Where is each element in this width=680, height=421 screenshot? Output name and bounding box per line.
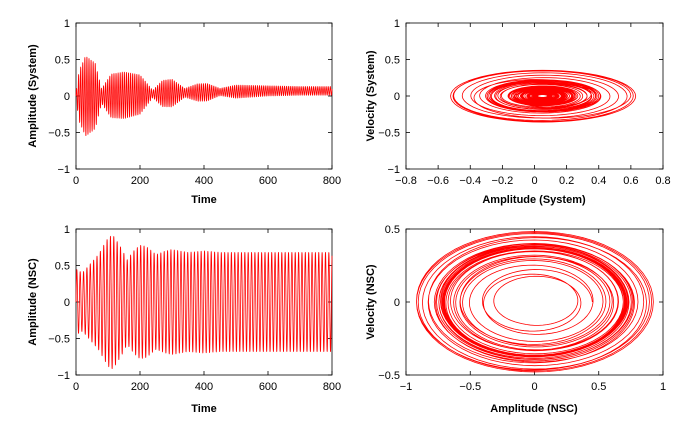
tick-marks	[405, 228, 664, 376]
y-tick-label: 0.5	[385, 55, 400, 67]
panel-nsc-phase: −1 −0.5 0 0.5 1−0.500.5 Amplitude (NSC) Velo…	[365, 224, 666, 415]
tick-labels: −0.8 −0.6 −0.4 −0.2 0 0.2 0.4 0.6 0.8 −1 −0.5 0 0.5 1	[378, 18, 670, 187]
y-tick-label: 1	[64, 18, 70, 30]
x-tick-label: −0.4	[459, 175, 481, 187]
x-tick-label: 1	[660, 381, 666, 393]
x-tick-label: 600	[259, 175, 277, 187]
data-line	[416, 231, 654, 373]
x-tick-label: 0	[531, 175, 537, 187]
tick-labels: 0 200 400 600 800 −1 −0.5 0 0.5 1	[48, 18, 341, 187]
y-tick-label: −1	[57, 370, 70, 382]
panel-system-phase: −0.8 −0.6 −0.4 −0.2 0 0.2 0.4 0.6 0.8 −1 −0.5 0 0.5 1…	[365, 18, 671, 206]
x-tick-label: 0.5	[591, 381, 606, 393]
y-tick-label: −0.5	[48, 334, 70, 346]
y-tick-label: 0	[64, 91, 70, 103]
x-tick-label: 0	[531, 381, 537, 393]
y-tick-label: −1	[57, 164, 70, 176]
tick-labels: 0 200 400 600 800 −1 −0.5 0 0.5 1	[48, 224, 341, 393]
y-tick-label: 0.5	[385, 224, 400, 236]
x-tick-label: 0.4	[591, 175, 606, 187]
y-tick-label: 0	[394, 91, 400, 103]
panel-system-time: 0 200 400 600 800 −1 −0.5 0 0.5 1 Time Amplitude …	[27, 18, 341, 206]
y-tick-label: 0.5	[55, 261, 70, 273]
data-line	[450, 69, 637, 123]
x-tick-label: 0	[73, 175, 79, 187]
tick-labels: −1 −0.5 0 0.5 1−0.500.5	[378, 224, 666, 393]
x-axis-label: Time	[191, 194, 216, 206]
x-tick-label: 800	[323, 381, 341, 393]
x-tick-label: 400	[195, 381, 213, 393]
x-tick-label: 600	[259, 381, 277, 393]
y-axis-label: Velocity (NSC)	[365, 264, 377, 340]
y-axis-label: Amplitude (System)	[27, 44, 39, 148]
y-tick-label: −0.5	[378, 128, 400, 140]
x-tick-label: −1	[400, 381, 413, 393]
tick-marks	[405, 22, 664, 170]
y-tick-label: 1	[64, 224, 70, 236]
y-tick-label: −0.5	[378, 370, 400, 382]
x-axis-label: Time	[191, 403, 216, 415]
x-tick-label: −0.6	[427, 175, 449, 187]
data-line	[75, 235, 333, 369]
x-tick-label: 200	[131, 381, 149, 393]
panel-nsc-time: 0 200 400 600 800 −1 −0.5 0 0.5 1 Time Amplitude …	[27, 224, 341, 415]
x-axis-label: Amplitude (NSC)	[490, 403, 578, 415]
x-tick-label: 800	[323, 175, 341, 187]
x-tick-label: 400	[195, 175, 213, 187]
x-tick-label: −0.2	[492, 175, 514, 187]
x-axis-label: Amplitude (System)	[482, 194, 586, 206]
x-tick-label: −0.8	[395, 175, 417, 187]
x-tick-label: 0	[73, 381, 79, 393]
y-tick-label: −0.5	[48, 128, 70, 140]
x-tick-label: 0.2	[559, 175, 574, 187]
x-tick-label: 0.8	[655, 175, 670, 187]
data-line	[75, 56, 333, 137]
x-tick-label: −0.5	[459, 381, 481, 393]
x-tick-label: 0.6	[623, 175, 638, 187]
y-tick-label: 0	[64, 297, 70, 309]
y-tick-label: 1	[394, 18, 400, 30]
y-axis-label: Velocity (System)	[365, 50, 377, 141]
tick-marks	[75, 22, 333, 170]
y-tick-label: 0.5	[55, 55, 70, 67]
y-axis-label: Amplitude (NSC)	[27, 258, 39, 346]
tick-marks	[75, 228, 333, 376]
y-tick-label: −1	[387, 164, 400, 176]
y-tick-label: 0	[394, 297, 400, 309]
x-tick-label: 200	[131, 175, 149, 187]
